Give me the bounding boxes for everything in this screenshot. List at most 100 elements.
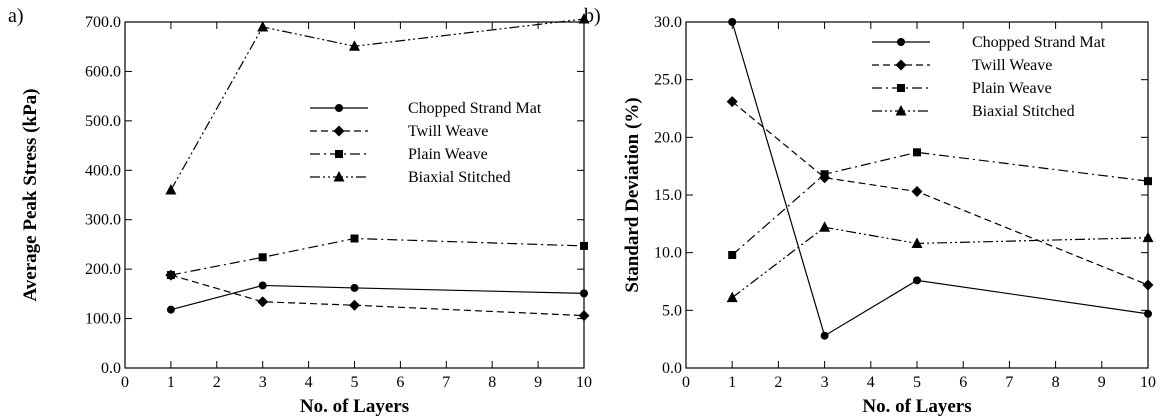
data-point <box>911 237 923 248</box>
x-tick-label: 6 <box>396 374 404 391</box>
data-point <box>726 291 738 303</box>
data-point <box>166 271 175 280</box>
legend-entry: Twill Weave <box>310 123 488 140</box>
y-tick-label: 200.0 <box>85 261 121 278</box>
legend-label: Plain Weave <box>972 80 1052 97</box>
x-tick-label: 10 <box>1140 374 1156 391</box>
x-tick-label: 2 <box>774 374 782 391</box>
series-chopped-strand-mat <box>728 18 1152 340</box>
data-point <box>1142 279 1154 291</box>
x-tick-label: 1 <box>167 374 175 391</box>
legend-marker <box>333 171 345 182</box>
legend-label: Chopped Strand Mat <box>972 34 1106 51</box>
data-point <box>257 20 269 32</box>
legend-marker <box>895 59 907 71</box>
legend-marker <box>897 38 905 46</box>
series-line <box>170 274 585 317</box>
y-tick-label: 0.0 <box>101 360 121 377</box>
legend-label: Biaxial Stitched <box>972 103 1075 120</box>
data-point <box>728 18 737 26</box>
x-tick-label: 7 <box>442 374 450 391</box>
legend-entry: Biaxial Stitched <box>310 169 511 186</box>
x-tick-label: 2 <box>213 374 221 391</box>
data-point <box>819 221 831 232</box>
y-tick-label: 500.0 <box>85 113 121 130</box>
data-point <box>913 276 921 285</box>
series-line <box>170 284 585 311</box>
data-point <box>165 184 177 195</box>
x-tick-label: 1 <box>728 374 736 391</box>
y-axis-title: Average Peak Stress (kPa) <box>20 89 41 302</box>
data-point <box>258 281 267 290</box>
series-line <box>170 18 585 191</box>
chart-panel-b: 0 1 2 3 4 5 6 7 8 9 10 0.0 5.0 10.0 15.0 20.0 25.0 30.0 No… <box>584 5 1156 417</box>
plot-frame <box>124 21 585 369</box>
data-point <box>820 170 829 179</box>
legend-entry: Chopped Strand Mat <box>310 100 542 117</box>
y-tick-label: 30.0 <box>654 14 682 31</box>
x-tick-label: 10 <box>576 374 592 391</box>
x-tick-label: 5 <box>351 374 359 391</box>
data-point <box>1144 309 1152 318</box>
legend-marker <box>895 105 907 116</box>
data-point <box>728 250 737 259</box>
legend-label: Plain Weave <box>408 146 488 163</box>
series-twill-weave <box>726 96 1154 291</box>
y-tick-label: 300.0 <box>85 212 121 229</box>
data-point <box>257 296 269 308</box>
legend-marker <box>335 104 343 112</box>
y-tick-label: 15.0 <box>654 187 682 204</box>
series-twill-weave <box>165 269 590 322</box>
y-tick-label: 10.0 <box>654 245 682 262</box>
data-point <box>580 289 588 298</box>
data-point <box>913 148 921 157</box>
data-point <box>726 96 738 108</box>
x-tick-label: 8 <box>488 374 496 391</box>
legend-label: Chopped Strand Mat <box>408 100 542 117</box>
series-line <box>731 151 1149 256</box>
x-tick-label: 9 <box>534 374 542 391</box>
y-tick-label: 100.0 <box>85 311 121 328</box>
data-point <box>166 305 175 314</box>
legend-entry: Plain Weave <box>872 80 1052 97</box>
series-plain-weave <box>728 148 1152 259</box>
data-point <box>578 13 590 24</box>
legend-marker <box>333 125 345 137</box>
data-point <box>1142 231 1154 243</box>
y-axis-title: Standard Deviation (%) <box>622 97 643 292</box>
series-line <box>731 21 1149 337</box>
x-axis-title: No. of Layers <box>300 396 409 417</box>
data-point <box>350 234 359 243</box>
x-axis-title: No. of Layers <box>862 396 971 417</box>
data-point <box>1144 177 1152 186</box>
legend-entry: Chopped Strand Mat <box>872 34 1106 51</box>
series-plain-weave <box>166 234 588 280</box>
y-tick-label: 700.0 <box>85 14 121 31</box>
series-chopped-strand-mat <box>166 281 588 314</box>
series-biaxial-stitched <box>726 221 1154 303</box>
legend-entry: Biaxial Stitched <box>872 103 1075 120</box>
data-point <box>349 40 360 51</box>
legend-label: Twill Weave <box>408 123 488 140</box>
x-tick-label: 9 <box>1098 374 1106 391</box>
y-tick-label: 600.0 <box>85 63 121 80</box>
series-biaxial-stitched <box>165 13 590 195</box>
y-tick-label: 400.0 <box>85 162 121 179</box>
legend-label: Biaxial Stitched <box>408 169 511 186</box>
x-tick-label: 5 <box>913 374 921 391</box>
x-tick-label: 6 <box>959 374 967 391</box>
data-point <box>580 241 588 250</box>
x-tick-label: 3 <box>259 374 267 391</box>
series-line <box>170 237 585 276</box>
series-line <box>731 226 1149 299</box>
y-tick-label: 5.0 <box>662 302 682 319</box>
data-point <box>350 283 359 292</box>
data-point <box>911 186 923 198</box>
x-tick-label: 0 <box>121 374 129 391</box>
x-tick-label: 8 <box>1052 374 1060 391</box>
y-tick-label: 0.0 <box>662 360 682 377</box>
data-point <box>258 253 267 262</box>
legend-entry: Plain Weave <box>310 146 488 163</box>
legend-marker <box>335 150 343 158</box>
